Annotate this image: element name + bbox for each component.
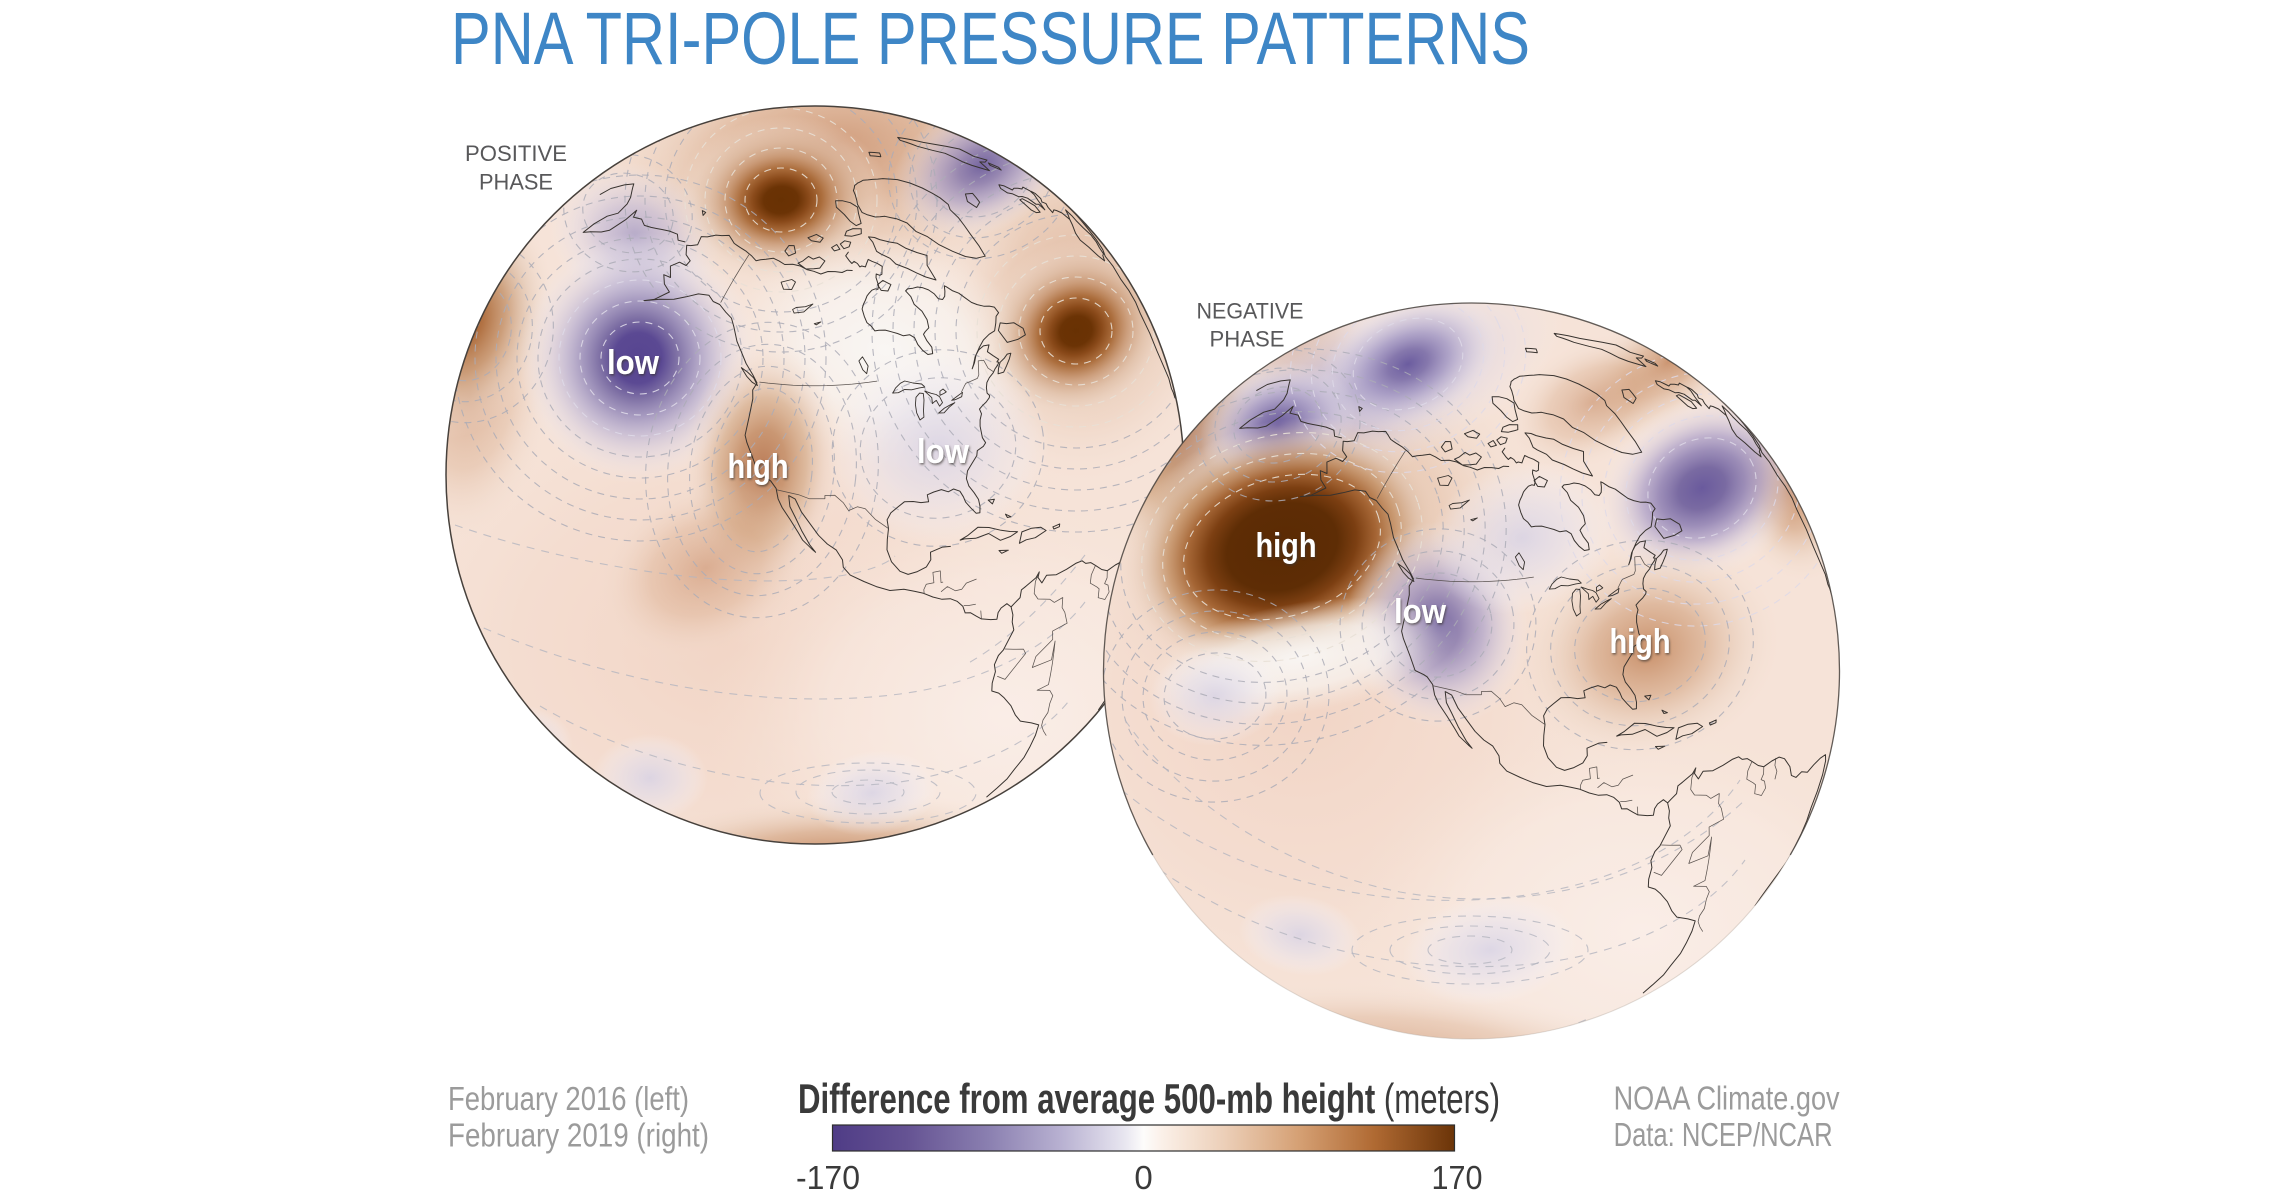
svg-text:Difference from average 500-mb: Difference from average 500-mb height (m… <box>798 1075 1500 1122</box>
svg-text:Data: NCEP/NCAR: Data: NCEP/NCAR <box>1614 1116 1833 1153</box>
svg-text:-170: -170 <box>796 1159 860 1196</box>
svg-text:POSITIVE: POSITIVE <box>465 141 567 166</box>
svg-text:high: high <box>728 448 789 486</box>
svg-text:PHASE: PHASE <box>1210 327 1285 352</box>
svg-text:NEGATIVE: NEGATIVE <box>1197 299 1304 324</box>
svg-text:high: high <box>1610 623 1671 661</box>
svg-text:NOAA Climate.gov: NOAA Climate.gov <box>1614 1080 1840 1117</box>
svg-text:0: 0 <box>1134 1159 1152 1196</box>
svg-text:February 2019 (right): February 2019 (right) <box>448 1117 709 1154</box>
svg-text:low: low <box>917 433 969 471</box>
svg-text:February 2016 (left): February 2016 (left) <box>448 1080 689 1117</box>
svg-text:low: low <box>607 344 659 382</box>
svg-text:low: low <box>1394 593 1446 631</box>
svg-text:PNA TRI-POLE PRESSURE PATTERNS: PNA TRI-POLE PRESSURE PATTERNS <box>451 0 1530 80</box>
svg-text:high: high <box>1256 527 1317 565</box>
svg-text:PHASE: PHASE <box>479 170 553 195</box>
svg-text:170: 170 <box>1432 1159 1483 1196</box>
